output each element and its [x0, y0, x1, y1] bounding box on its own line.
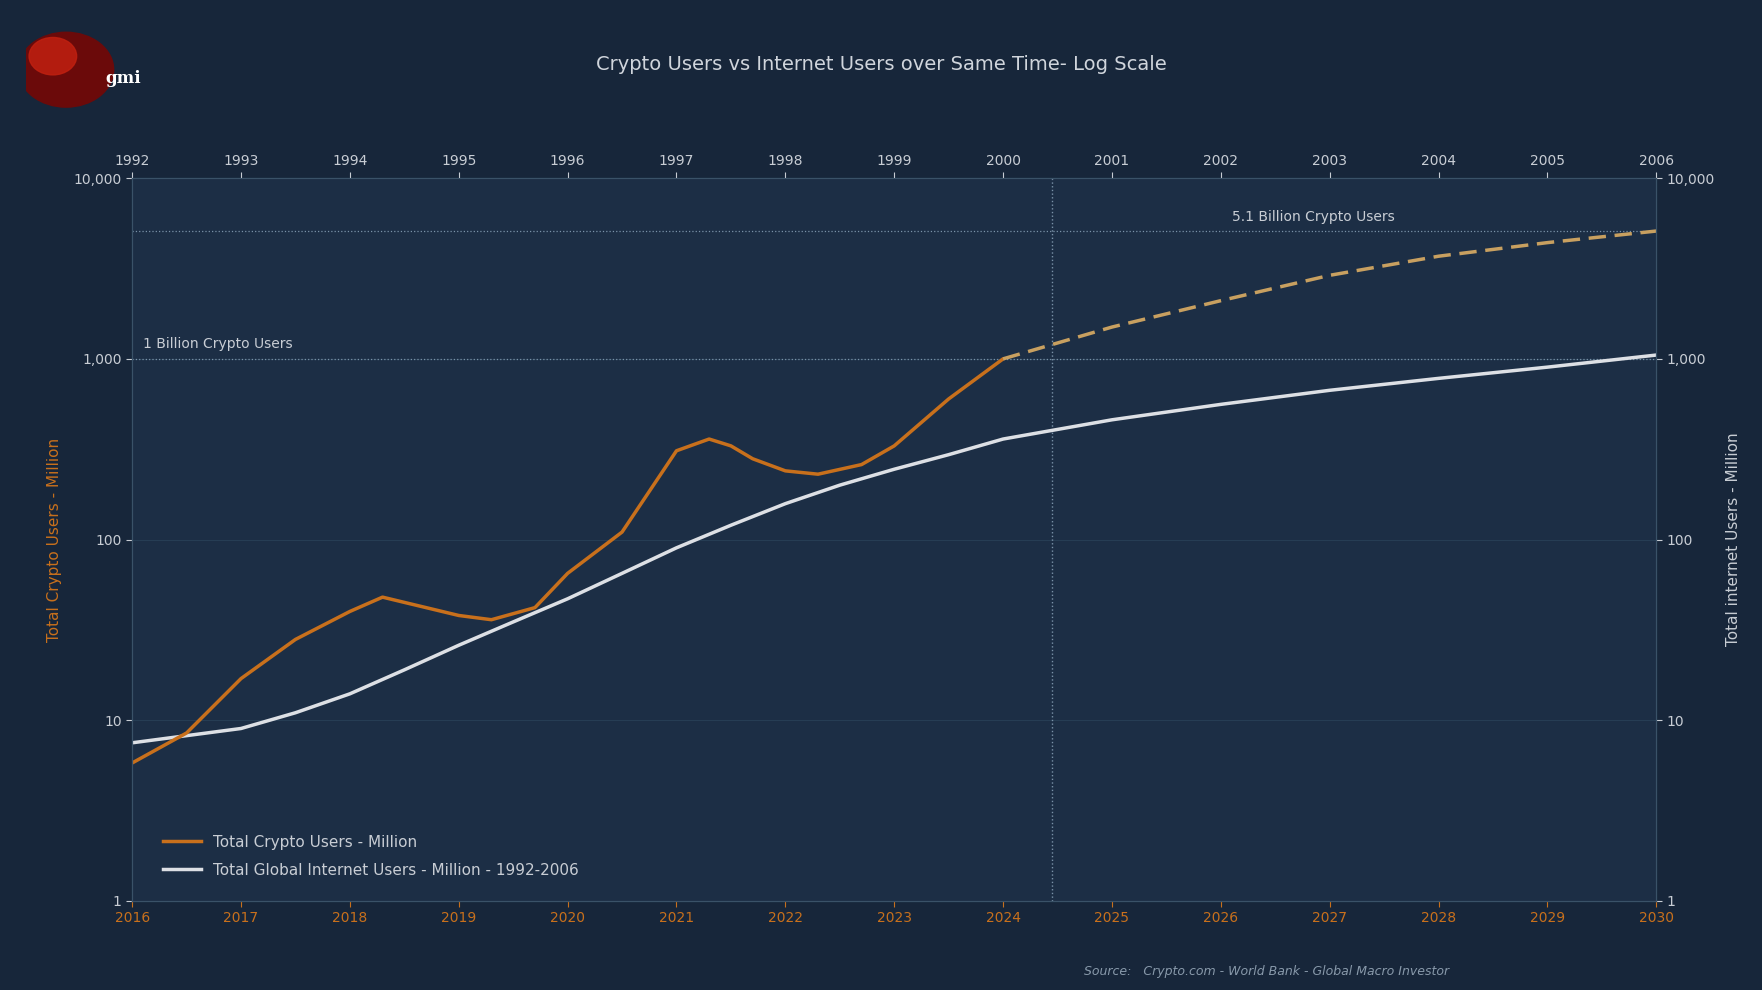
Circle shape: [28, 38, 78, 75]
Text: gmi: gmi: [106, 69, 141, 86]
Circle shape: [18, 33, 113, 107]
Text: 5.1 Billion Crypto Users: 5.1 Billion Crypto Users: [1232, 210, 1394, 224]
Text: 1 Billion Crypto Users: 1 Billion Crypto Users: [143, 338, 292, 351]
Text: Source:   Crypto.com - World Bank - Global Macro Investor: Source: Crypto.com - World Bank - Global…: [1084, 965, 1448, 978]
Text: Crypto Users vs Internet Users over Same Time- Log Scale: Crypto Users vs Internet Users over Same…: [596, 54, 1166, 74]
Y-axis label: Total internet Users - Million: Total internet Users - Million: [1727, 433, 1741, 646]
Y-axis label: Total Crypto Users - Million: Total Crypto Users - Million: [48, 438, 62, 642]
Legend: Total Crypto Users - Million, Total Global Internet Users - Million - 1992-2006: Total Crypto Users - Million, Total Glob…: [155, 827, 587, 886]
